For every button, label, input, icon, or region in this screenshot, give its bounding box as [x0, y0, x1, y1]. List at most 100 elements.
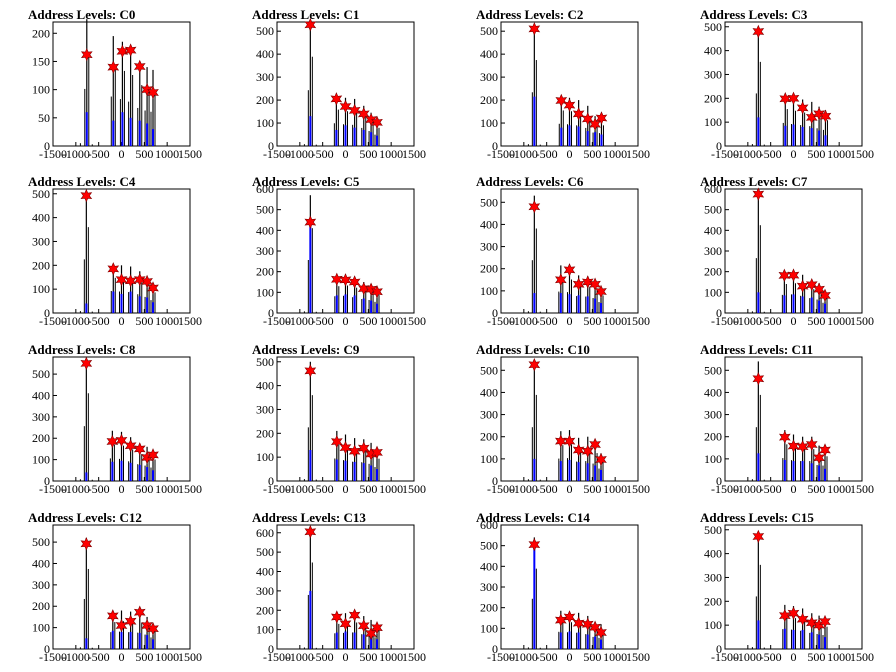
y-tick-label: 500	[256, 203, 274, 217]
chart-title: Address Levels: C9	[252, 342, 360, 357]
y-tick-label: 400	[704, 223, 722, 237]
peak-marker	[304, 215, 317, 229]
x-tick-label: 1500	[178, 314, 202, 328]
peak-marker	[133, 272, 146, 287]
x-tick-label: 1500	[178, 482, 202, 496]
y-tick-label: 200	[480, 601, 498, 615]
y-tick-label: 200	[480, 93, 498, 107]
x-tick-label: -1500	[711, 482, 739, 496]
peak-marker	[80, 188, 93, 203]
y-tick-label: 100	[704, 452, 722, 466]
x-tick-label: 1000	[603, 482, 627, 496]
y-tick-label: 600	[480, 518, 498, 532]
y-tick-label: 200	[32, 26, 50, 40]
x-tick-label: 500	[583, 482, 601, 496]
y-tick-label: 0	[44, 306, 50, 320]
peak-marker	[357, 619, 370, 633]
x-tick-label: 1500	[850, 147, 874, 161]
y-tick-label: 0	[44, 474, 50, 488]
chart-panel-4: Address Levels: C40100200300400500-1500-…	[28, 174, 202, 328]
y-tick-label: 0	[44, 139, 50, 153]
x-tick-label: 1500	[402, 482, 426, 496]
chart-title: Address Levels: C7	[700, 174, 808, 189]
y-tick-label: 0	[716, 306, 722, 320]
x-tick-label: 0	[343, 314, 349, 328]
peak-marker	[595, 625, 607, 640]
x-tick-label: -500	[760, 314, 782, 328]
chart-title: Address Levels: C10	[476, 342, 590, 357]
y-tick-label: 100	[32, 621, 50, 635]
y-tick-label: 500	[704, 363, 722, 377]
x-tick-label: 0	[791, 482, 797, 496]
peak-marker	[805, 437, 818, 452]
peak-marker	[819, 614, 831, 629]
y-tick-label: 200	[32, 258, 50, 272]
peak-marker	[554, 434, 567, 448]
x-tick-label: 0	[343, 482, 349, 496]
y-tick-label: 100	[256, 285, 274, 299]
peak-marker	[365, 282, 377, 296]
x-tick-label: -500	[536, 650, 558, 664]
peak-marker	[563, 98, 576, 112]
x-tick-label: 1500	[626, 482, 650, 496]
chart-title: Address Levels: C4	[28, 174, 136, 189]
x-tick-label: 1500	[178, 650, 202, 664]
chart-panel-2: Address Levels: C20100200300400500-1500-…	[476, 7, 650, 161]
x-tick-label: 1000	[379, 147, 403, 161]
x-tick-label: -500	[760, 147, 782, 161]
y-tick-label: 200	[704, 265, 722, 279]
peak-marker	[778, 268, 791, 283]
x-tick-label: 0	[119, 147, 125, 161]
x-tick-label: -1000	[734, 650, 762, 664]
peak-marker	[304, 18, 317, 32]
x-tick-label: 1500	[402, 314, 426, 328]
peak-marker	[80, 537, 93, 551]
x-tick-label: 500	[359, 482, 377, 496]
y-tick-label: 200	[32, 431, 50, 445]
peak-marker	[348, 103, 361, 118]
peak-marker	[796, 101, 809, 115]
x-tick-label: 500	[807, 650, 825, 664]
chart-title: Address Levels: C1	[252, 7, 359, 22]
chart-title: Address Levels: C13	[252, 510, 366, 525]
x-tick-label: 500	[359, 650, 377, 664]
y-tick-label: 300	[256, 244, 274, 258]
peak-marker	[133, 442, 146, 456]
peak-marker	[80, 356, 93, 371]
peak-marker	[371, 115, 383, 130]
peak-marker	[115, 433, 128, 448]
x-tick-label: 500	[583, 650, 601, 664]
chart-panel-12: Address Levels: C12 0 100 200 300 400 500 -1500…	[28, 510, 202, 664]
x-tick-label: 1500	[178, 147, 202, 161]
y-tick-label: 400	[704, 44, 722, 58]
x-tick-label: -1000	[286, 650, 314, 664]
x-tick-label: -1500	[39, 314, 67, 328]
x-tick-label: -500	[312, 147, 334, 161]
y-tick-label: 300	[480, 580, 498, 594]
chart-panel-10: Address Levels: C10 0 100 200 300 400 500 -1500…	[476, 342, 650, 496]
y-tick-label: 0	[268, 642, 274, 656]
peak-marker	[581, 112, 594, 126]
peak-marker	[555, 93, 568, 108]
y-tick-label: 0	[716, 474, 722, 488]
peak-marker	[581, 444, 594, 458]
peak-marker	[787, 606, 800, 620]
peak-marker	[778, 430, 791, 444]
peak-marker	[339, 273, 352, 287]
x-tick-label: 500	[359, 147, 377, 161]
chart-panel-15: Address Levels: C15 0 100 200 300 400 500 -1500…	[700, 510, 874, 664]
x-tick-label: -1500	[487, 147, 515, 161]
y-tick-label: 100	[480, 116, 498, 130]
peak-marker	[554, 273, 567, 287]
x-tick-label: -1500	[487, 650, 515, 664]
y-tick-label: 200	[480, 262, 498, 276]
x-tick-label: 1000	[379, 482, 403, 496]
x-tick-label: -500	[312, 650, 334, 664]
x-tick-label: 0	[791, 147, 797, 161]
peak-marker	[141, 274, 153, 289]
x-tick-label: 1500	[626, 314, 650, 328]
x-tick-label: -1000	[286, 147, 314, 161]
peak-marker	[147, 85, 159, 100]
y-tick-label: 0	[44, 642, 50, 656]
y-tick-label: 200	[704, 91, 722, 105]
